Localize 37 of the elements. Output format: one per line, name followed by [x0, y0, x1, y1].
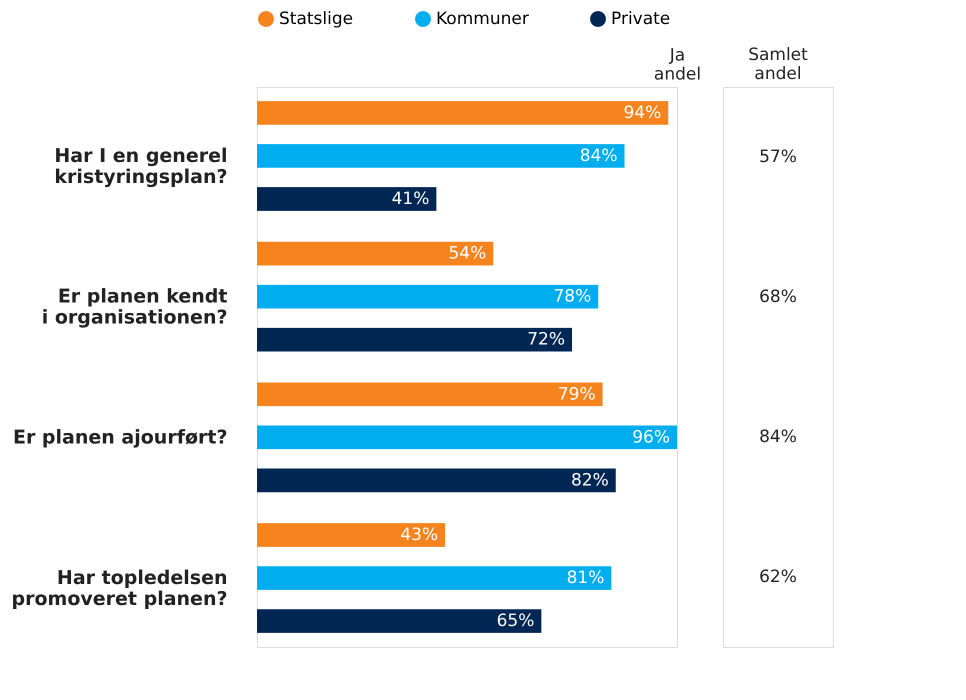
- y-tick-label: Er planen kendt i organisationen?: [42, 286, 228, 329]
- bar: [257, 284, 598, 308]
- bar: [257, 242, 494, 266]
- data-label: 72%: [527, 330, 565, 350]
- data-label: 84%: [580, 146, 618, 166]
- data-label: 78%: [553, 286, 592, 307]
- data-label: 79%: [558, 384, 596, 404]
- bar: [257, 609, 542, 633]
- legend-label: Statslige: [279, 9, 354, 29]
- text: 57%: [759, 147, 797, 167]
- data-label: 96%: [632, 427, 670, 448]
- bar: [257, 382, 603, 406]
- data-label: 41%: [392, 188, 430, 209]
- data-label: 54%: [448, 244, 486, 264]
- bar: [257, 468, 616, 492]
- text: 62%: [759, 567, 797, 587]
- bar: [257, 328, 572, 352]
- x-axis-title: Ja andel: [654, 46, 702, 84]
- data-label: 94%: [623, 102, 662, 123]
- legend-label: Private: [611, 9, 670, 29]
- bar: [257, 187, 436, 211]
- data-label: 82%: [570, 470, 609, 490]
- bar: [257, 566, 612, 590]
- y-tick-label: Har topledelsen promoveret planen?: [12, 567, 228, 610]
- bar: [257, 523, 446, 547]
- text: Samlet andel: [748, 45, 808, 84]
- text: 84%: [759, 427, 797, 447]
- data-label: 65%: [496, 611, 534, 632]
- bar: [257, 101, 668, 125]
- y-tick-label: Er planen ajourført?: [12, 426, 228, 448]
- bar: [257, 426, 677, 450]
- y-tick-label: Har I en generel kristyringsplan?: [54, 144, 228, 188]
- bar: [257, 144, 624, 168]
- data-label: 43%: [400, 525, 438, 546]
- data-label: 81%: [566, 568, 604, 588]
- legend-label: Kommuner: [436, 9, 529, 29]
- text: 68%: [759, 287, 797, 307]
